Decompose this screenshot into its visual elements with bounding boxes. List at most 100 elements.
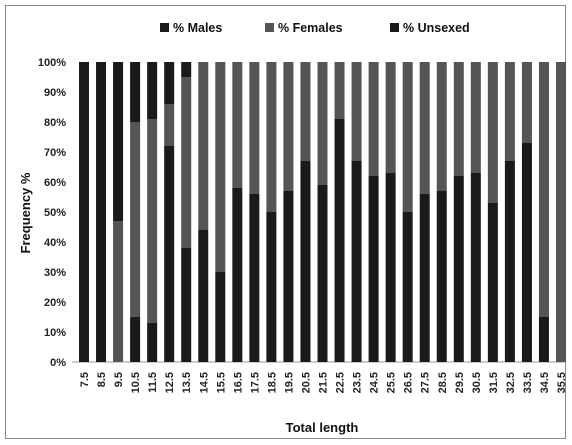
y-tick-label: 80% [44,117,66,129]
x-tick-label: 25.5 [386,372,398,393]
bar-segment-males [504,161,515,362]
bar-segment-males [368,176,379,362]
bar-segment-males [232,188,243,362]
bar-segment-females [334,62,345,119]
y-tick-label: 0% [50,357,66,369]
bar-segment-females [266,62,277,212]
x-tick-label: 24.5 [369,372,381,393]
bar-segment-females [283,62,294,191]
legend-label: % Females [278,21,343,35]
bar-segment-females [402,62,413,212]
x-tick-label: 29.5 [454,372,466,393]
x-tick-label: 7.5 [79,372,91,387]
bar-segment-males [96,62,107,362]
bar-segment-females [368,62,379,176]
x-tick-label: 8.5 [96,372,108,387]
bar-segment-females [521,62,532,143]
bar-segment-males [164,146,175,362]
x-tick-label: 14.5 [198,372,210,393]
bar-segment-males [436,191,447,362]
bar-segment-males [385,173,396,362]
bar-segment-males [487,203,498,362]
y-tick-label: 50% [44,207,66,219]
bar-segment-males [198,230,209,362]
bar-segment-females [419,62,430,194]
x-tick-label: 10.5 [130,372,142,393]
y-tick-label: 60% [44,177,66,189]
bar-segment-females [556,62,566,362]
y-tick-label: 30% [44,267,66,279]
x-tick-label: 32.5 [505,372,517,393]
y-tick-label: 100% [38,57,66,69]
bar-segment-females [232,62,243,188]
y-tick-label: 20% [44,297,66,309]
bars [79,62,566,362]
bar-segment-females [300,62,311,161]
x-tick-label: 9.5 [113,372,125,387]
x-tick-label: 31.5 [488,372,500,393]
x-tick-label: 20.5 [300,372,312,393]
x-tick-label: 35.5 [556,372,568,393]
legend-label: % Unsexed [403,21,470,35]
bar-segment-females [130,122,141,317]
legend: % Males % Females % Unsexed [160,21,470,35]
bar-segment-males [453,176,464,362]
x-tick-label: 28.5 [437,372,449,393]
bar-segment-females [436,62,447,191]
bar-segment-females [470,62,481,173]
x-tick-label: 27.5 [420,372,432,393]
legend-swatch [265,23,274,32]
x-tick-label: 11.5 [147,372,159,393]
bar-segment-females [504,62,515,161]
x-tick-label: 30.5 [471,372,483,393]
bar-segment-females [249,62,260,194]
bar-segment-females [164,104,175,146]
bar-segment-males [266,212,277,362]
y-tick-label: 10% [44,327,66,339]
x-tick-label: 17.5 [249,372,261,393]
bar-segment-males [538,317,549,362]
y-tick-label: 70% [44,147,66,159]
bar-segment-females [538,62,549,317]
bar-segment-females [453,62,464,176]
bar-segment-females [351,62,362,161]
bar-segment-unsexed [113,62,124,221]
bar-segment-unsexed [164,62,175,104]
bar-segment-females [317,62,328,185]
bar-segment-females [385,62,396,173]
x-tick-label: 15.5 [215,372,227,393]
x-tick-label: 12.5 [164,372,176,393]
legend-swatch [390,23,399,32]
y-tick-label: 40% [44,237,66,249]
legend-label: % Males [173,21,222,35]
bar-segment-males [470,173,481,362]
bar-segment-males [521,143,532,362]
x-axis-title: Total length [286,420,359,435]
x-tick-label: 34.5 [539,372,551,393]
bar-segment-males [283,191,294,362]
x-tick-label: 19.5 [283,372,295,393]
x-tick-label: 16.5 [232,372,244,393]
x-tick-label: 21.5 [318,372,330,393]
bar-segment-females [147,119,158,323]
bar-segment-males [317,185,328,362]
x-tick-label: 13.5 [181,372,193,393]
x-tick-label: 33.5 [522,372,534,393]
bar-segment-males [419,194,430,362]
bar-segment-males [79,62,89,362]
bar-segment-males [300,161,311,362]
bar-segment-unsexed [130,62,141,122]
x-tick-label: 26.5 [403,372,415,393]
x-tick-label: 18.5 [266,372,278,393]
bar-segment-males [249,194,260,362]
bar-segment-males [215,272,226,362]
bar-segment-males [334,119,345,362]
x-tick-label: 22.5 [335,372,347,393]
x-tick-label: 23.5 [352,372,364,393]
bar-segment-males [181,248,192,362]
bar-segment-males [130,317,141,362]
bar-segment-females [181,77,192,248]
legend-swatch [160,23,169,32]
bar-segment-males [402,212,413,362]
